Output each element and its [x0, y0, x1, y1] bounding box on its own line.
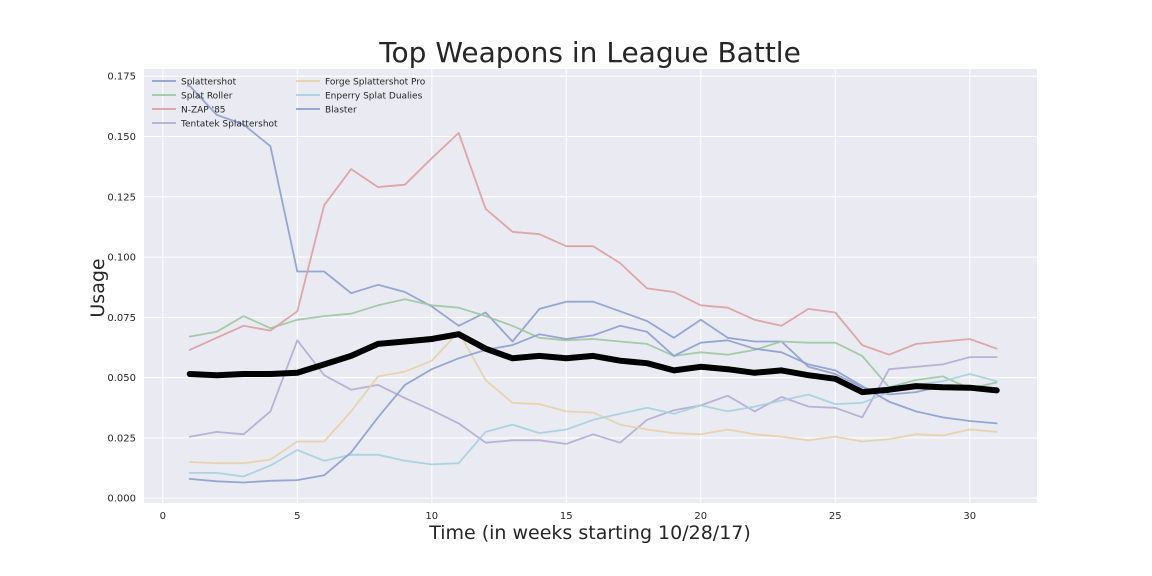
x-axis-label: Time (in weeks starting 10/28/17) — [428, 522, 751, 544]
x-tick-label: 0 — [160, 511, 166, 522]
x-tick-labels: 0 5 10 15 20 25 30 — [160, 511, 976, 522]
y-tick-label: 0.125 — [107, 192, 136, 203]
y-tick-label: 0.025 — [107, 433, 136, 444]
legend-label: N-ZAP '85 — [181, 106, 226, 116]
y-tick-label: 0.175 — [107, 72, 136, 83]
y-tick-label: 0.100 — [107, 253, 136, 264]
plot-background — [144, 69, 1037, 503]
average-line — [186, 331, 1000, 396]
x-tick-label: 25 — [829, 511, 842, 522]
x-tick-label: 30 — [963, 511, 976, 522]
y-tick-label: 0.150 — [107, 132, 136, 143]
y-tick-label: 0.075 — [107, 313, 136, 324]
legend-label: Splattershot — [181, 78, 237, 88]
y-axis-label: Usage — [87, 258, 109, 317]
legend-label: Enperry Splat Dualies — [325, 92, 423, 102]
series-line-forge-splattershot-pro — [188, 330, 998, 465]
legend-label: Splat Roller — [181, 92, 233, 102]
x-tick-label: 5 — [294, 511, 300, 522]
y-tick-labels: 0.000 0.025 0.050 0.075 0.100 0.125 0.150 0.175 — [107, 72, 136, 505]
legend-label: Forge Splattershot Pro — [325, 78, 426, 88]
y-tick-label: 0.050 — [107, 373, 136, 384]
series-line-enperry-splat-dualies — [188, 373, 998, 478]
series-layer — [186, 85, 1000, 484]
legend-label: Tentatek Splattershot — [180, 120, 278, 130]
x-tick-label: 20 — [694, 511, 707, 522]
series-line-blaster — [188, 324, 998, 484]
x-tick-label: 15 — [560, 511, 573, 522]
series-line-splat-roller — [188, 298, 998, 390]
series-line-n-zap-85 — [188, 131, 998, 356]
x-tick-label: 10 — [425, 511, 438, 522]
chart-title: Top Weapons in League Battle — [378, 36, 801, 69]
series-line-splattershot — [188, 85, 998, 396]
grid — [144, 69, 1037, 503]
legend-label: Blaster — [325, 106, 357, 116]
legend: Splattershot Splat Roller N-ZAP '85 Tentate… — [152, 78, 426, 130]
series-line-tentatek-splattershot — [188, 339, 998, 445]
y-tick-label: 0.000 — [107, 494, 136, 505]
